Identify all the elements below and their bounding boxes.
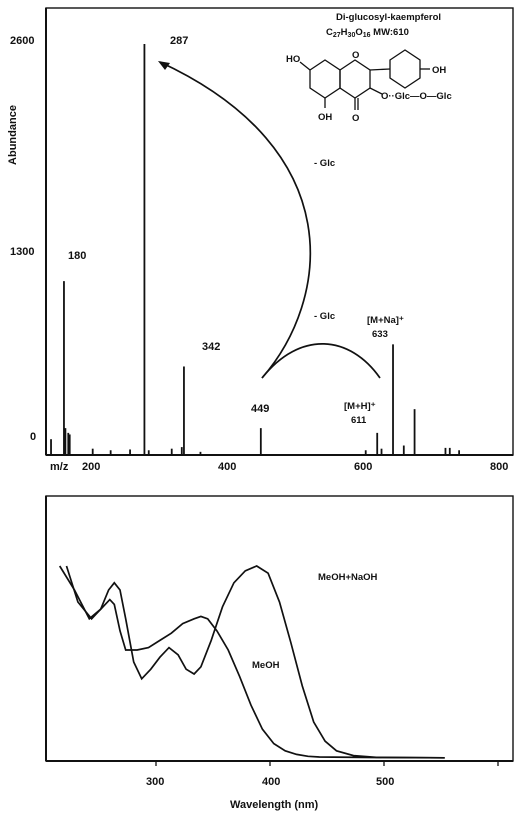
fragmentation-arc-large: [159, 61, 312, 379]
uv-line-meoh-naoh: [65, 565, 445, 759]
ms-x-tick-label: 800: [490, 461, 508, 473]
uv-spectrum-panel: 300 400 500 Wavelength (nm) MeOH+NaOH Me…: [45, 495, 514, 811]
ms-y-axis-label: Abundance: [7, 105, 19, 165]
compound-inset: Di-glucosyl-kaempferol C27H30O16 MW:610 …: [286, 12, 452, 124]
uv-x-tick-label: 400: [262, 776, 280, 788]
structure-label-glycoside: O··Glc—O—Glc: [381, 91, 452, 102]
series-label-meoh: MeOH: [252, 660, 280, 671]
structure-label-oh-bottom: OH: [318, 112, 332, 123]
compound-formula: C27H30O16 MW:610: [326, 27, 409, 39]
ms-y-tick-label: 2600: [10, 35, 34, 47]
ms-x-tick-label: 200: [82, 461, 100, 473]
peak-label-287: 287: [170, 35, 188, 47]
peak-label-mh: [M+H]⁺: [344, 401, 376, 412]
uv-line-meoh: [58, 565, 445, 759]
peak-label-611: 611: [351, 415, 367, 426]
structure-label-ho: HO: [286, 54, 300, 65]
ms-x-tick-label: 600: [354, 461, 372, 473]
peak-label-449: 449: [251, 403, 269, 415]
ms-peaks: [50, 44, 461, 455]
structure-label-oh-right: OH: [432, 65, 446, 76]
peak-label-633: 633: [372, 329, 388, 340]
kaempferol-structure-icon: [299, 49, 430, 110]
structure-label-ring-o: O: [352, 50, 359, 61]
peak-label-180: 180: [68, 250, 86, 262]
uv-x-tick-label: 500: [376, 776, 394, 788]
series-label-meoh-naoh: MeOH+NaOH: [318, 572, 378, 583]
fragmentation-arrowhead: [158, 61, 170, 70]
mass-spectrum-panel: Abundance 2600 1300 0 m/z 200 400 600 80…: [7, 7, 514, 473]
compound-name: Di-glucosyl-kaempferol: [336, 12, 441, 23]
ms-y-tick-label: 1300: [10, 246, 34, 258]
loss-label-glc-upper: - Glc: [314, 158, 335, 169]
peak-label-mna: [M+Na]⁺: [367, 315, 404, 326]
ms-x-axis-label: m/z: [50, 461, 69, 473]
loss-label-glc-lower: - Glc: [314, 311, 335, 322]
fragmentation-arc-small: [261, 343, 381, 379]
peak-label-342: 342: [202, 341, 220, 353]
ms-y-tick-label: 0: [30, 431, 36, 443]
structure-label-carbonyl-o: O: [352, 113, 359, 124]
uv-x-axis-label: Wavelength (nm): [230, 799, 319, 811]
ms-x-tick-label: 400: [218, 461, 236, 473]
uv-curves: [58, 565, 445, 759]
uv-plot-frame: [45, 495, 514, 762]
uv-x-tick-label: 300: [146, 776, 164, 788]
